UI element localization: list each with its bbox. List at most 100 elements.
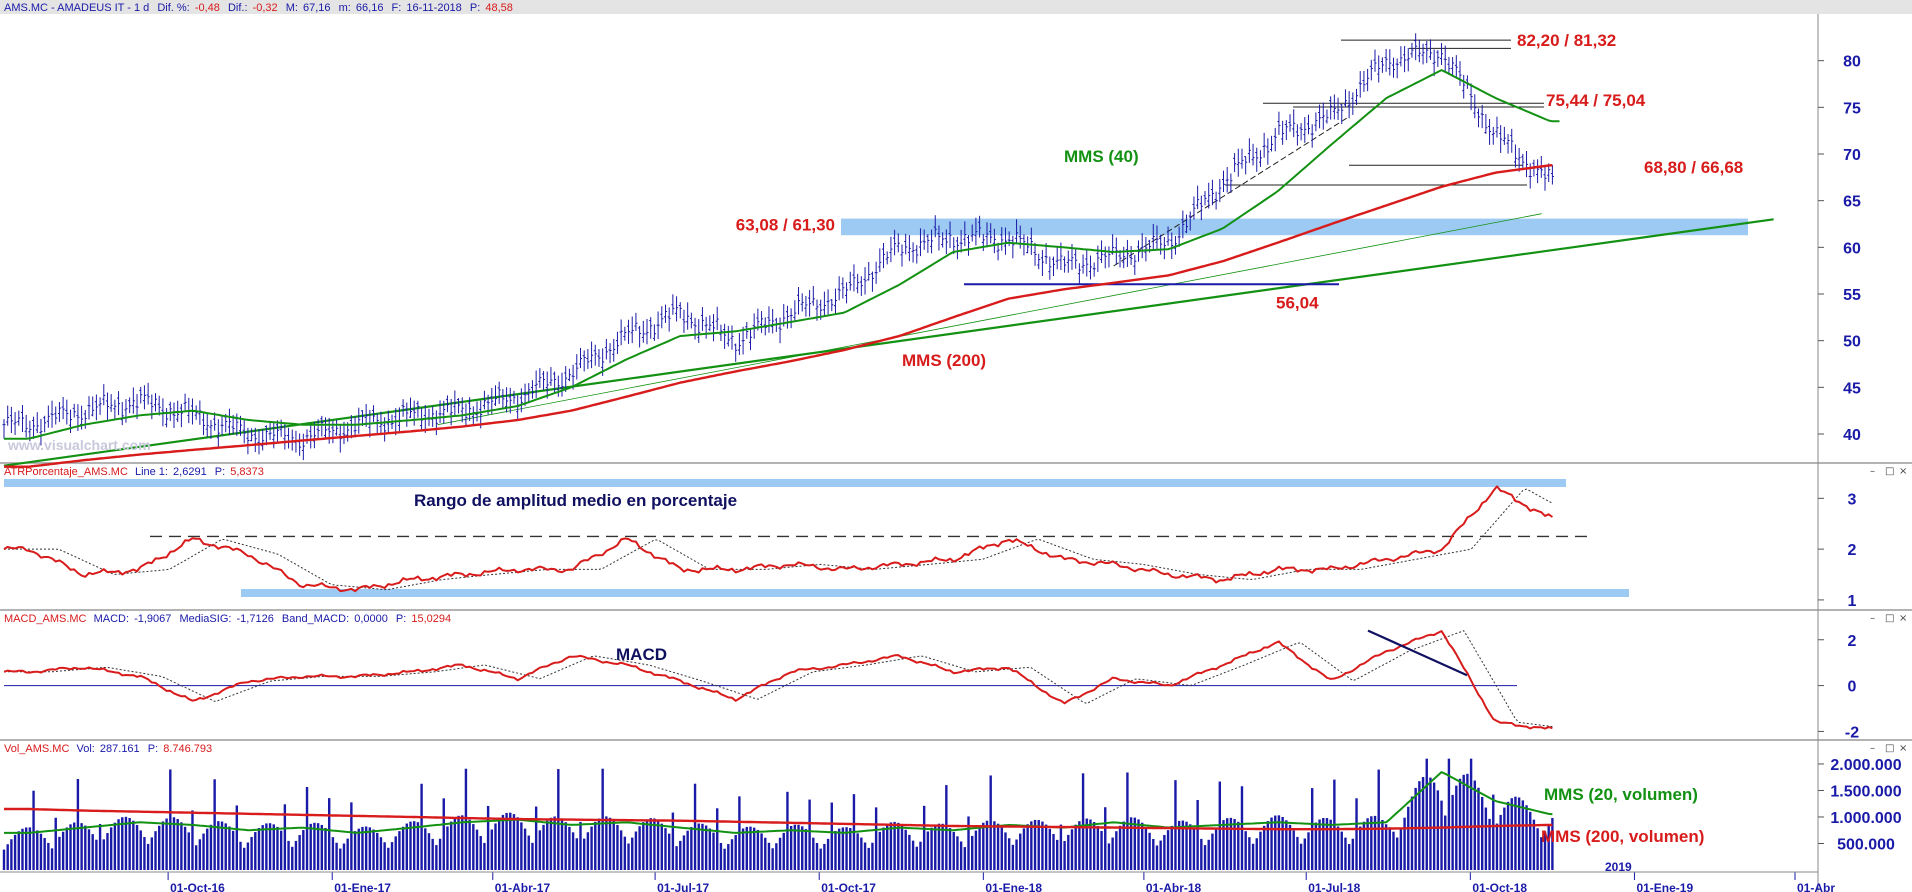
volume-bar <box>176 819 179 870</box>
volume-bar <box>1137 819 1140 870</box>
minimize-icon[interactable]: – <box>1870 466 1875 477</box>
maximize-icon[interactable]: □ <box>1885 466 1894 477</box>
volume-bar <box>1159 840 1162 870</box>
volume-bar <box>1152 839 1155 870</box>
date-tick-label: 01-Oct-16 <box>170 881 225 892</box>
maximize-icon[interactable]: □ <box>1885 743 1894 754</box>
volume-bar <box>172 817 176 870</box>
volume-bar <box>1517 797 1521 870</box>
volume-bar <box>494 823 497 870</box>
volume-bar <box>87 829 91 870</box>
price-bar <box>955 236 959 260</box>
volume-bar <box>1067 834 1070 870</box>
price-bar <box>882 242 886 269</box>
volume-bar <box>1403 817 1406 870</box>
price-bar <box>530 380 534 399</box>
volume-bar <box>483 842 486 870</box>
price-bar <box>1513 144 1517 168</box>
volume-bar <box>217 821 220 870</box>
volume-bar <box>523 828 527 870</box>
volume-bar <box>65 827 69 870</box>
volume-bar <box>1104 807 1107 870</box>
price-bar <box>131 387 135 414</box>
volume-bar <box>1181 820 1185 870</box>
minimize-icon[interactable]: – <box>1870 743 1875 754</box>
volume-bar <box>276 826 279 870</box>
price-tick-label: 70 <box>1843 147 1861 164</box>
macd-band-value: 0,0000 <box>354 613 388 625</box>
volume-bar <box>1462 774 1465 870</box>
volume-tick-label: 2.000.000 <box>1830 757 1901 774</box>
price-bar <box>1310 124 1314 148</box>
price-bar <box>57 402 61 422</box>
volume-bar <box>468 819 471 870</box>
volume-bar <box>919 841 922 870</box>
vol-name: Vol_AMS.MC <box>4 743 69 755</box>
macd-panel-buttons: – □ × <box>1870 613 1907 624</box>
price-bar <box>113 399 117 420</box>
volume-bar <box>934 824 937 870</box>
volume-bar <box>213 779 216 870</box>
close-icon[interactable]: × <box>1899 466 1907 477</box>
volume-bar <box>50 848 54 870</box>
volume-bar <box>1388 827 1391 870</box>
volume-bar <box>619 830 623 870</box>
price-bar <box>870 271 874 292</box>
volume-bar <box>387 847 390 870</box>
price-tick-label: 65 <box>1843 194 1861 211</box>
price-bar <box>1122 246 1126 269</box>
volume-bar <box>331 837 335 870</box>
date-tick-label: 01-Ene-18 <box>985 881 1042 892</box>
price-bar <box>1447 56 1451 75</box>
price-bar <box>305 429 309 444</box>
price-bar <box>264 425 268 446</box>
atr-tick-label: 2 <box>1848 542 1857 559</box>
volume-bar <box>1325 818 1329 870</box>
volume-bar <box>701 823 704 870</box>
price-bar <box>20 405 24 432</box>
price-bar <box>1192 196 1196 220</box>
dif-value: -0,32 <box>253 2 278 14</box>
price-bar <box>567 368 571 382</box>
volume-bar <box>1377 769 1380 870</box>
volume-bar <box>1529 811 1532 870</box>
volume-panel-buttons: – □ × <box>1870 743 1907 754</box>
price-bar <box>1081 254 1085 274</box>
price-bar <box>1258 150 1262 167</box>
volume-bar <box>730 839 734 870</box>
volume-bar <box>1033 819 1037 870</box>
volume-bar <box>841 827 845 870</box>
price-bar <box>634 312 638 331</box>
price-bar <box>139 386 143 404</box>
price-bar <box>859 276 863 296</box>
volume-bar <box>13 834 17 870</box>
maximize-icon[interactable]: □ <box>1885 613 1894 624</box>
volume-bar <box>180 822 183 870</box>
volume-bar <box>1503 807 1506 870</box>
volume-bar <box>564 822 567 870</box>
minimize-icon[interactable]: – <box>1870 613 1875 624</box>
close-icon[interactable]: × <box>1899 613 1907 624</box>
volume-bar <box>158 825 161 870</box>
price-bar <box>693 317 697 340</box>
volume-bar <box>139 830 142 870</box>
price-bar <box>453 390 457 416</box>
price-bar <box>1018 225 1022 249</box>
volume-bar <box>379 837 383 870</box>
price-bar <box>1185 214 1189 234</box>
price-bar <box>172 402 176 429</box>
volume-bar <box>1229 817 1233 870</box>
volume-bar <box>1100 831 1103 870</box>
price-bar <box>789 308 793 329</box>
volume-bar <box>719 842 723 870</box>
volume-bar <box>1207 839 1210 870</box>
volume-bar <box>516 817 519 870</box>
volume-bar <box>1281 817 1284 870</box>
price-bar <box>150 394 154 420</box>
close-icon[interactable]: × <box>1899 743 1907 754</box>
volume-bar <box>671 812 675 870</box>
price-bar <box>1015 219 1019 244</box>
price-bar <box>941 232 945 248</box>
price-bar <box>623 326 627 341</box>
volume-bar <box>243 847 246 870</box>
